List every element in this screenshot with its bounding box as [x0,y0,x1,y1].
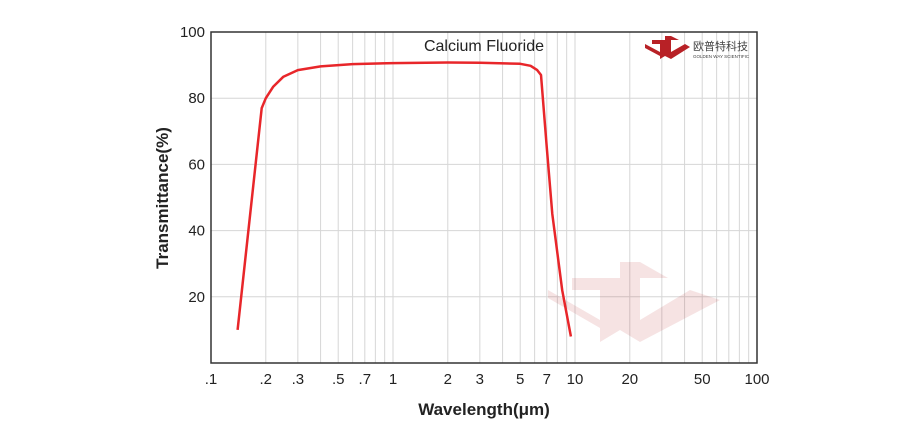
y-tick-label: 20 [188,289,205,306]
logo-name-en: GOLDEN WAY SCIENTIFIC [693,54,750,59]
x-tick-label: 5 [516,371,524,388]
plot-frame [210,31,758,364]
y-tick-label: 60 [188,156,205,173]
x-tick-label: 10 [567,371,584,388]
x-tick-label: 50 [694,371,711,388]
logo: 欧普特科技 GOLDEN WAY SCIENTIFIC [645,36,750,59]
x-tick-label: 3 [476,371,484,388]
y-axis-ticks: 20 40 60 80 100 [180,24,205,306]
x-tick-label: 20 [621,371,638,388]
grid-lines [211,32,757,363]
x-tick-label: 2 [444,371,452,388]
chart-title: Calcium Fluoride [424,38,544,55]
x-tick-label: 100 [744,371,769,388]
x-tick-label: .1 [205,371,218,388]
x-axis-ticks: .1 .2 .3 .5 .7 1 2 3 5 7 10 20 50 100 [205,371,770,388]
x-tick-label: .5 [332,371,345,388]
x-axis-label: Wavelength(μm) [418,400,550,419]
watermark-logo [548,262,720,342]
x-tick-label: .7 [359,371,372,388]
x-tick-label: 7 [543,371,551,388]
y-tick-label: 80 [188,90,205,107]
series-line [236,61,573,337]
y-tick-label: 100 [180,24,205,41]
y-axis-label: Transmittance(%) [153,127,172,269]
x-tick-label: .2 [260,371,273,388]
logo-mark-icon [645,36,690,59]
x-tick-label: .3 [292,371,305,388]
logo-name-cn: 欧普特科技 [693,39,748,53]
y-tick-label: 40 [188,223,205,240]
x-tick-label: 1 [389,371,397,388]
